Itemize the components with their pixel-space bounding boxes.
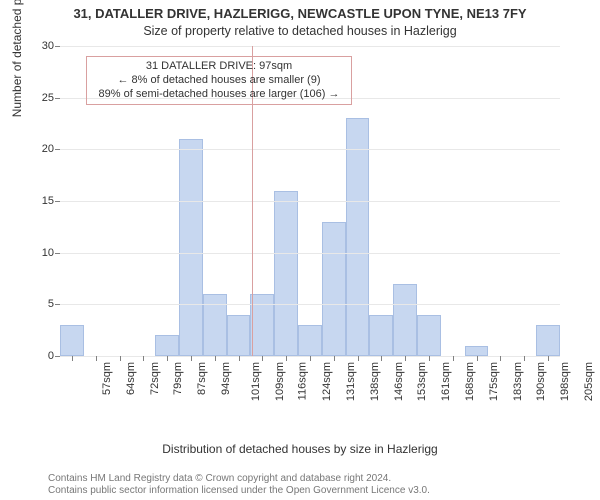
bar <box>465 346 489 356</box>
bar <box>250 294 274 356</box>
annotation-line-2: ← 8% of detached houses are smaller (9) <box>93 74 345 88</box>
x-tick-label: 138sqm <box>369 362 381 401</box>
bar <box>536 325 560 356</box>
y-tick-label: 25 <box>24 92 54 104</box>
x-tick-label: 79sqm <box>172 362 184 395</box>
x-tick-mark <box>548 356 549 361</box>
x-tick-mark <box>72 356 73 361</box>
bar <box>203 294 227 356</box>
annotation-line-1: 31 DATALLER DRIVE: 97sqm <box>93 60 345 74</box>
chart-subtitle: Size of property relative to detached ho… <box>0 22 600 38</box>
y-tick-label: 20 <box>24 143 54 155</box>
x-tick-label: 168sqm <box>464 362 476 401</box>
gridline <box>60 149 560 150</box>
x-tick-mark <box>143 356 144 361</box>
x-tick-label: 57sqm <box>101 362 113 395</box>
x-tick-label: 87sqm <box>196 362 208 395</box>
chart-title: 31, DATALLER DRIVE, HAZLERIGG, NEWCASTLE… <box>0 0 600 22</box>
y-tick-mark <box>55 201 60 202</box>
gridline <box>60 201 560 202</box>
bar <box>322 222 346 356</box>
gridline <box>60 46 560 47</box>
x-tick-mark <box>477 356 478 361</box>
y-tick-mark <box>55 356 60 357</box>
bar <box>274 191 298 356</box>
x-tick-mark <box>334 356 335 361</box>
x-tick-label: 146sqm <box>393 362 405 401</box>
x-tick-mark <box>239 356 240 361</box>
x-tick-label: 64sqm <box>125 362 137 395</box>
bar <box>417 315 441 356</box>
x-tick-mark <box>191 356 192 361</box>
x-tick-label: 124sqm <box>321 362 333 401</box>
x-tick-mark <box>453 356 454 361</box>
y-tick-mark <box>55 253 60 254</box>
bar <box>227 315 251 356</box>
y-tick-mark <box>55 98 60 99</box>
x-tick-label: 116sqm <box>297 362 309 400</box>
attribution-text: Contains HM Land Registry data © Crown c… <box>0 473 600 496</box>
x-tick-mark <box>167 356 168 361</box>
y-tick-mark <box>55 149 60 150</box>
x-tick-mark <box>405 356 406 361</box>
y-tick-mark <box>55 46 60 47</box>
gridline <box>60 304 560 305</box>
x-tick-label: 183sqm <box>512 362 524 401</box>
x-tick-label: 131sqm <box>345 362 357 401</box>
x-tick-label: 190sqm <box>535 362 547 401</box>
x-tick-mark <box>96 356 97 361</box>
x-tick-label: 175sqm <box>488 362 500 401</box>
x-tick-label: 198sqm <box>559 362 571 401</box>
x-tick-mark <box>358 356 359 361</box>
x-tick-mark <box>500 356 501 361</box>
x-tick-mark <box>120 356 121 361</box>
bar <box>369 315 393 356</box>
x-tick-mark <box>429 356 430 361</box>
x-tick-mark <box>524 356 525 361</box>
x-tick-label: 94sqm <box>220 362 232 395</box>
x-axis-label: Distribution of detached houses by size … <box>0 442 600 456</box>
y-tick-label: 10 <box>24 247 54 259</box>
x-tick-label: 72sqm <box>149 362 161 395</box>
x-tick-mark <box>215 356 216 361</box>
bar <box>179 139 203 356</box>
x-tick-mark <box>262 356 263 361</box>
x-tick-mark <box>286 356 287 361</box>
bar <box>393 284 417 356</box>
x-tick-label: 205sqm <box>583 362 595 401</box>
bar <box>298 325 322 356</box>
gridline <box>60 253 560 254</box>
x-tick-label: 109sqm <box>274 362 286 401</box>
bar <box>346 118 370 356</box>
attribution-line-2: Contains public sector information licen… <box>48 485 600 497</box>
y-tick-label: 0 <box>24 350 54 362</box>
x-tick-label: 101sqm <box>250 362 262 401</box>
y-tick-mark <box>55 304 60 305</box>
y-tick-label: 15 <box>24 195 54 207</box>
bar <box>155 335 179 356</box>
y-tick-label: 30 <box>24 40 54 52</box>
attribution-line-1: Contains HM Land Registry data © Crown c… <box>48 473 600 485</box>
bar <box>60 325 84 356</box>
x-tick-mark <box>310 356 311 361</box>
x-tick-mark <box>381 356 382 361</box>
annotation-line-3: 89% of semi-detached houses are larger (… <box>93 88 345 102</box>
y-axis-label: Number of detached properties <box>10 0 24 117</box>
annotation-box: 31 DATALLER DRIVE: 97sqm ← 8% of detache… <box>86 56 352 105</box>
x-tick-label: 161sqm <box>440 362 452 401</box>
x-tick-label: 153sqm <box>416 362 428 401</box>
y-tick-label: 5 <box>24 298 54 310</box>
